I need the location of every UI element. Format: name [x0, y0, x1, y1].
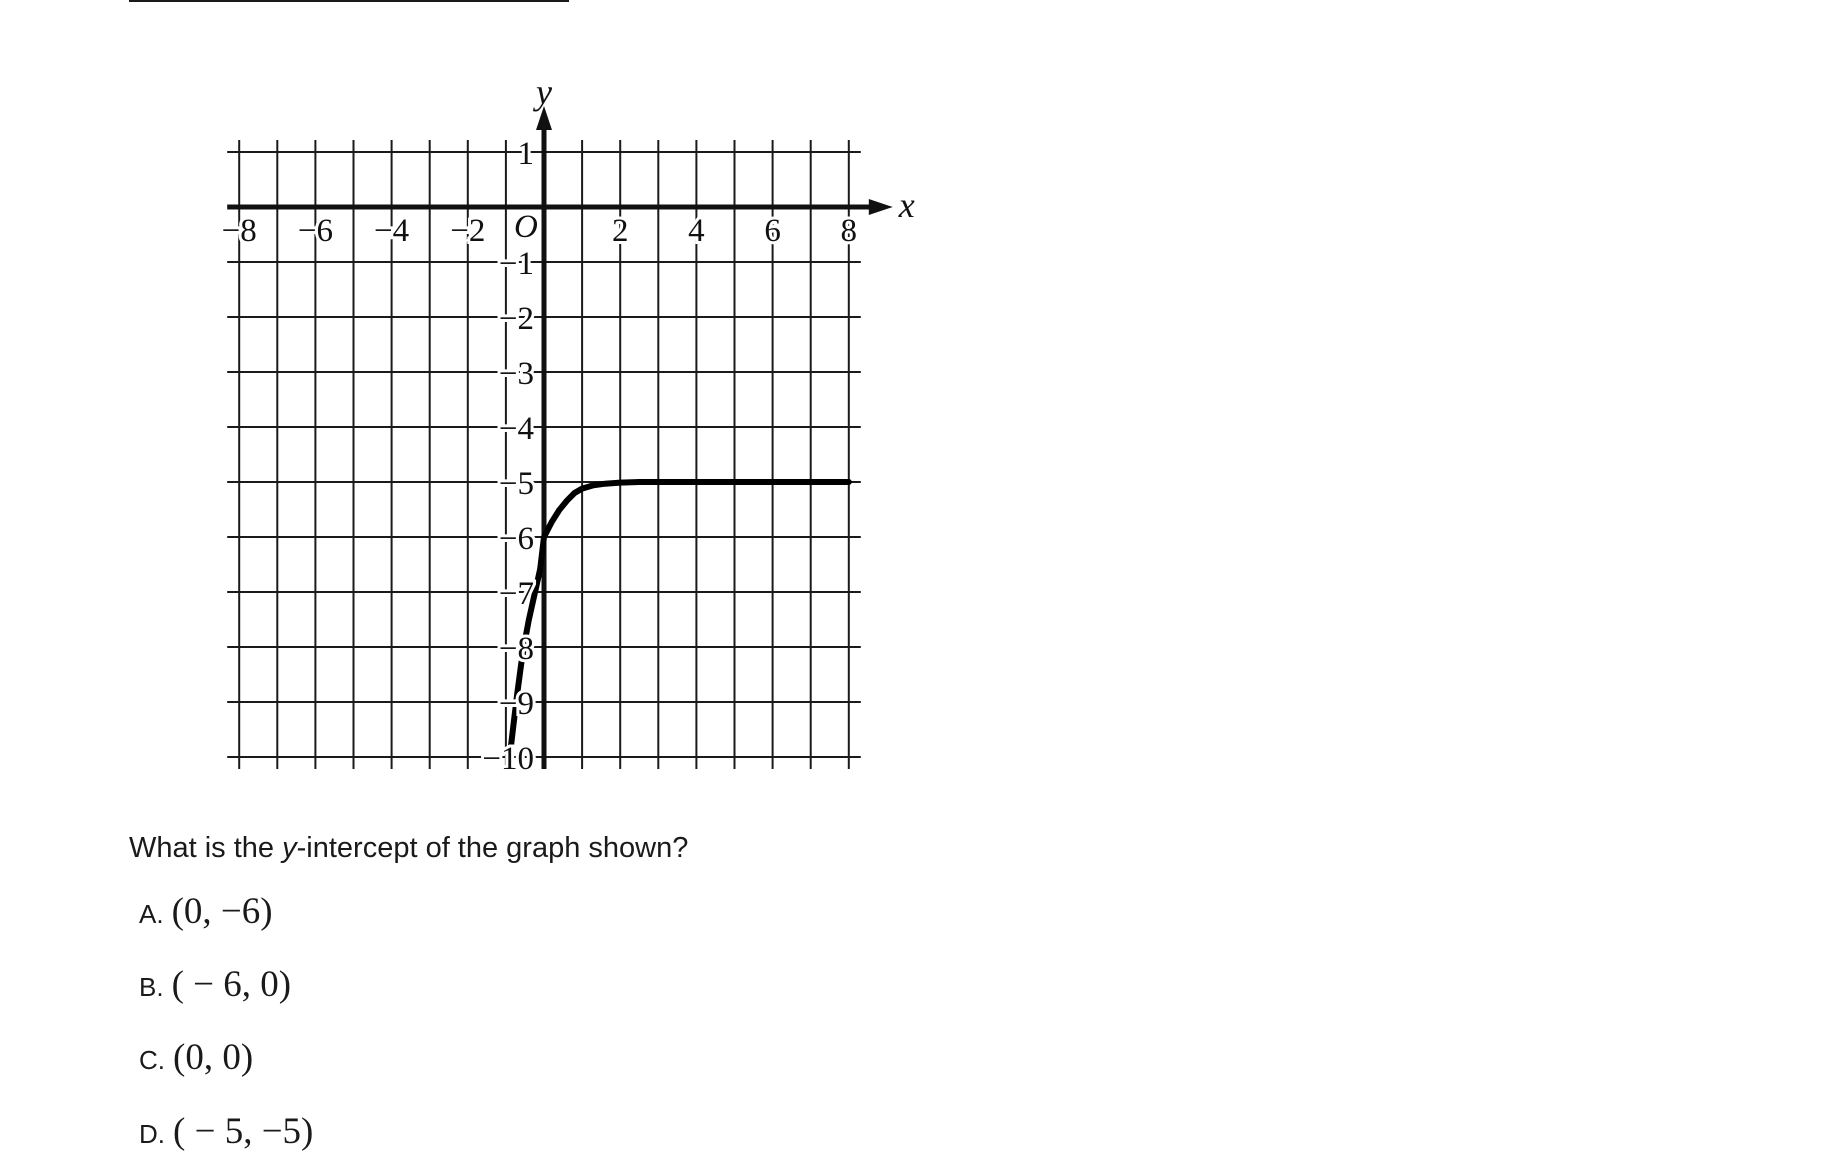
- axes: [227, 106, 893, 769]
- top-divider: [129, 0, 569, 2]
- y-tick-label: −4: [499, 411, 534, 447]
- choice-letter: B.: [139, 972, 164, 1002]
- choice-letter: A.: [139, 899, 164, 929]
- graph-curve: [506, 479, 852, 760]
- x-tick-label: 6: [764, 213, 781, 249]
- choice-value: (0, −6): [171, 891, 273, 932]
- y-tick-label: −7: [499, 576, 534, 612]
- origin-label: O: [514, 209, 538, 245]
- answer-choice-d[interactable]: D. ( − 5, −5): [139, 1110, 313, 1153]
- y-axis-arrow: [536, 106, 552, 130]
- plot-area: [506, 479, 852, 760]
- y-tick-label: −5: [499, 466, 534, 502]
- x-tick-label: −6: [298, 213, 333, 249]
- x-tick-label: −2: [450, 213, 485, 249]
- choice-value: (0, 0): [173, 1037, 254, 1078]
- choice-value: ( − 6, 0): [171, 964, 292, 1005]
- y-tick-label: −10: [482, 741, 534, 777]
- y-axis-label: y: [533, 72, 552, 112]
- x-axis-arrow: [868, 199, 893, 215]
- choice-value: ( − 5, −5): [173, 1111, 314, 1152]
- x-tick-label: −4: [374, 213, 409, 249]
- y-tick-label: −6: [499, 521, 534, 557]
- tick-labels: x y −8 −6 −4 −2 2 4 6 8 1 −1 −2 −3 −4 −5 −6 −7 −8 −9 −10 O: [219, 72, 915, 780]
- y-tick-label: −2: [499, 301, 534, 337]
- x-axis-label: x: [898, 185, 915, 225]
- question-suffix: -intercept of the graph shown?: [296, 832, 689, 864]
- y-tick-label: −9: [499, 686, 534, 722]
- choice-letter: C.: [139, 1045, 165, 1075]
- y-tick-label: −1: [499, 246, 534, 282]
- x-tick-label: 2: [612, 213, 629, 249]
- answer-choice-b[interactable]: B. ( − 6, 0): [139, 963, 291, 1006]
- question-text: What is the y-intercept of the graph sho…: [129, 832, 688, 865]
- x-tick-label: 8: [841, 213, 858, 249]
- choice-letter: D.: [139, 1119, 165, 1149]
- answer-choice-c[interactable]: C. (0, 0): [139, 1036, 253, 1079]
- y-tick-label: −8: [499, 631, 534, 667]
- question-prefix: What is the: [129, 832, 283, 864]
- answer-choice-a[interactable]: A. (0, −6): [139, 890, 273, 933]
- coordinate-graph: x y −8 −6 −4 −2 2 4 6 8 1 −1 −2 −3 −4 −5 −6 −7 −8 −9 −10 O: [219, 72, 915, 780]
- question-variable: y: [282, 832, 297, 864]
- x-tick-label: −8: [222, 213, 257, 249]
- y-tick-label: −3: [499, 356, 534, 392]
- x-tick-label: 4: [688, 213, 705, 249]
- y-tick-label: 1: [518, 136, 535, 172]
